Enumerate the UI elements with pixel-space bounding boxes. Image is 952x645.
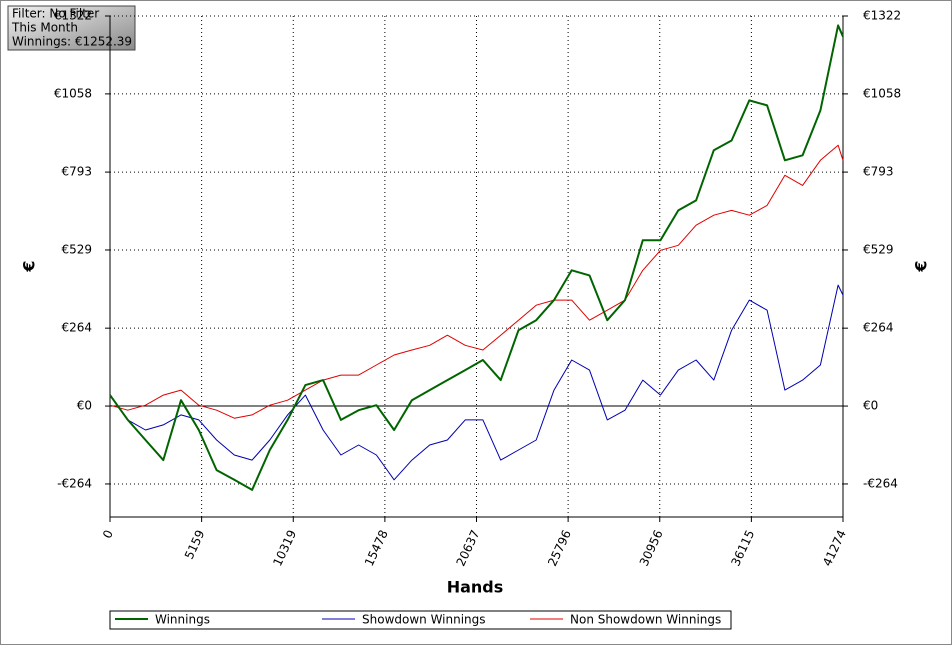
- y2-tick-label: €1058: [863, 86, 901, 100]
- info-box: [7, 5, 136, 51]
- y2-tick-label: -€264: [863, 476, 898, 490]
- y2-axis-label: €: [912, 260, 931, 272]
- y-tick-label: €793: [61, 165, 92, 179]
- y-axis-label: €: [20, 260, 39, 272]
- y-tick-label: €0: [77, 399, 92, 413]
- y-tick-label: €264: [61, 321, 92, 335]
- x-axis-label: Hands: [447, 578, 504, 597]
- y-tick-label: -€264: [57, 476, 92, 490]
- info-text: This Month: [11, 21, 78, 35]
- y-tick-label: €529: [61, 242, 92, 256]
- y2-tick-label: €1322: [863, 9, 901, 23]
- legend-box: [109, 610, 732, 630]
- y-tick-label: €1322: [54, 9, 92, 23]
- y2-tick-label: €529: [863, 242, 894, 256]
- y2-tick-label: €793: [863, 165, 894, 179]
- info-text: Winnings: €1252.39: [12, 35, 132, 49]
- y2-tick-label: €264: [863, 321, 894, 335]
- legend-label: Non Showdown Winnings: [570, 613, 721, 627]
- y2-tick-label: €0: [863, 399, 878, 413]
- legend-label: Showdown Winnings: [362, 613, 486, 627]
- series-line: [109, 24, 844, 491]
- legend-label: Winnings: [155, 613, 210, 627]
- series-line: [109, 144, 844, 419]
- info-text: Filter: No Filter: [12, 7, 99, 21]
- y-tick-label: €1058: [54, 86, 92, 100]
- series-line: [109, 284, 844, 481]
